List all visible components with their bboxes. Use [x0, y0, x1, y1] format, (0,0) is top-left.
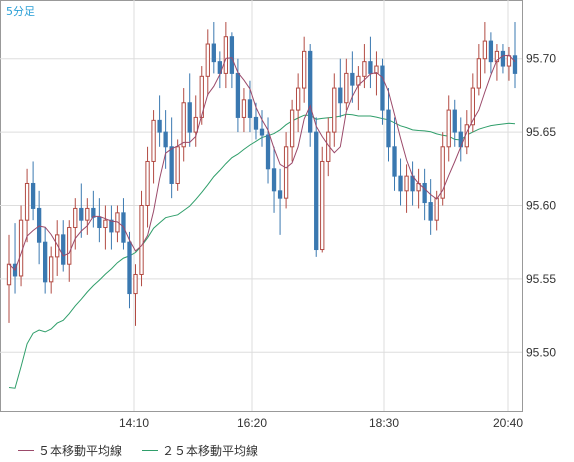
gridlines	[0, 0, 522, 411]
candle-down	[398, 175, 403, 192]
candle-up	[344, 72, 349, 104]
candle-down	[187, 102, 192, 133]
candle-up	[6, 263, 12, 286]
candle-down	[42, 241, 48, 283]
candle-up	[482, 40, 488, 60]
ma5-line-group	[8, 54, 516, 272]
candle-up	[241, 99, 247, 118]
candle-down	[30, 182, 36, 209]
y-axis-ticks: 95.70 95.65 95.60 95.55 95.50	[526, 52, 556, 360]
period-label: 5分足	[6, 5, 35, 18]
candle-down	[229, 36, 235, 74]
candle-up	[205, 43, 210, 77]
candle-up	[440, 146, 445, 199]
candle-down	[265, 134, 271, 170]
candle-down	[271, 168, 277, 192]
legend-swatch-ma5	[18, 450, 34, 451]
candle-up	[332, 87, 337, 133]
candle-up	[320, 160, 325, 251]
candle-down	[488, 40, 494, 63]
candle-down	[308, 50, 313, 133]
legend-swatch-ma25	[142, 450, 158, 451]
candle-up	[494, 50, 500, 63]
x-tick-label: 16:20	[237, 416, 267, 430]
x-tick-label: 18:30	[369, 416, 399, 430]
candle-up	[55, 234, 60, 258]
legend-item-ma25: ２５本移動平均線	[142, 442, 258, 459]
candle-down	[314, 131, 319, 251]
candle-down	[500, 50, 506, 67]
y-tick-label: 95.50	[526, 345, 556, 359]
candle-down	[127, 241, 132, 295]
candle-up	[362, 61, 367, 77]
candle-up	[446, 109, 451, 148]
candle-up	[283, 146, 289, 199]
candle-up	[73, 207, 78, 229]
candle-up	[145, 160, 150, 206]
candles	[6, 22, 518, 326]
candle-down	[235, 72, 241, 118]
candlestick-chart: 95.70 95.65 95.60 95.55 95.50 14:10 16:20 18:3…	[0, 0, 556, 430]
candle-up	[434, 197, 439, 221]
candle-down	[350, 72, 355, 86]
candle-down	[512, 55, 518, 74]
candle-up	[175, 146, 180, 184]
candle-down	[61, 234, 66, 265]
y-tick-label: 95.55	[526, 272, 556, 286]
candle-up	[374, 65, 379, 74]
candle-down	[109, 219, 114, 233]
y-tick-label: 95.70	[526, 52, 556, 66]
candle-down	[169, 146, 174, 184]
y-tick-label: 95.65	[526, 125, 556, 139]
candle-down	[36, 207, 42, 243]
candle-down	[247, 99, 253, 118]
candle-down	[428, 202, 433, 221]
candle-up	[24, 182, 30, 221]
legend: ５本移動平均線 ２５本移動平均線	[0, 436, 574, 462]
candle-up	[133, 273, 138, 295]
legend-label-ma5: ５本移動平均線	[38, 444, 123, 458]
candle-down	[277, 190, 283, 199]
candle-down	[368, 61, 373, 74]
candle-up	[295, 87, 301, 111]
x-tick-label: 20:40	[493, 416, 523, 430]
candle-up	[199, 75, 204, 118]
candle-down	[259, 128, 265, 136]
candle-up	[223, 36, 229, 74]
candle-up	[193, 116, 198, 133]
candle-down	[386, 109, 391, 148]
candle-up	[289, 109, 295, 148]
candle-up	[302, 50, 307, 89]
legend-item-ma5: ５本移動平均線	[18, 442, 122, 459]
x-tick-label: 14:10	[119, 416, 149, 430]
ma5-line	[8, 54, 516, 272]
candle-up	[181, 102, 186, 148]
candle-up	[151, 119, 156, 162]
candle-up	[49, 256, 54, 283]
candle-down	[211, 43, 216, 63]
candle-up	[103, 219, 108, 229]
candle-down	[79, 207, 84, 221]
candle-down	[163, 131, 168, 148]
candle-up	[470, 87, 475, 126]
candle-up	[67, 227, 72, 265]
candle-up	[476, 58, 482, 89]
legend-label-ma25: ２５本移動平均線	[162, 444, 259, 458]
candle-down	[157, 119, 162, 133]
candle-down	[452, 109, 457, 133]
candle-down	[380, 65, 385, 111]
candle-up	[506, 55, 512, 67]
y-tick-label: 95.60	[526, 199, 556, 213]
candle-up	[18, 219, 24, 277]
candle-down	[410, 175, 415, 192]
candle-down	[97, 216, 102, 229]
candle-down	[422, 182, 427, 204]
candle-up	[139, 205, 144, 275]
candle-down	[392, 146, 397, 177]
candle-up	[85, 207, 90, 221]
candle-down	[338, 87, 343, 104]
candle-down	[253, 116, 259, 130]
x-axis-ticks: 14:10 16:20 18:30 20:40	[119, 416, 523, 430]
candle-up	[404, 175, 409, 192]
